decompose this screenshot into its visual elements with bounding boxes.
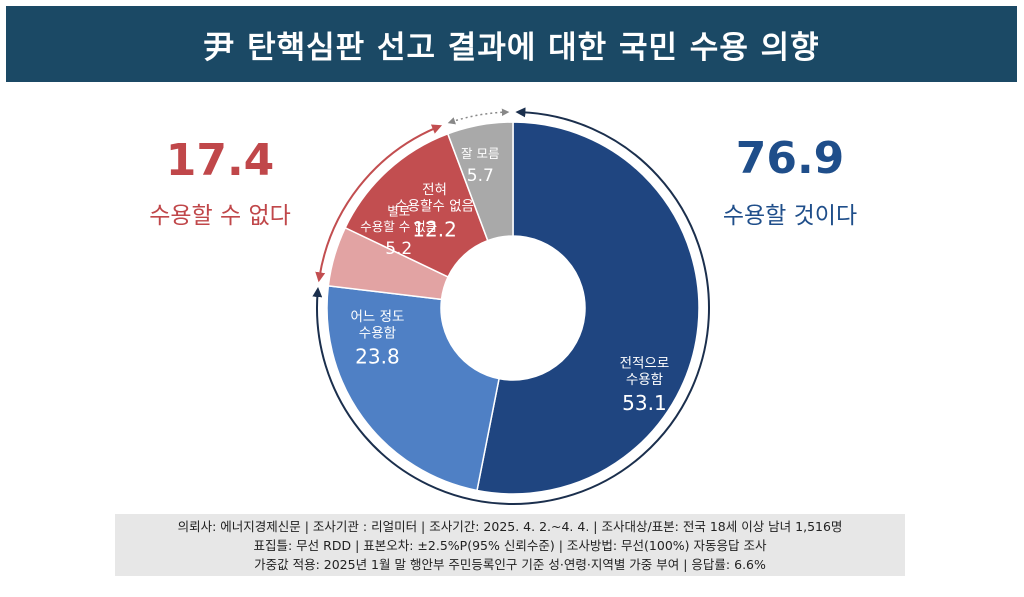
reject-total-value: 17.4 xyxy=(165,135,275,186)
chart-title: 尹 탄핵심판 선고 결과에 대한 국민 수용 의향 xyxy=(203,29,820,66)
slice-label-1-line-2: 수용함 xyxy=(626,372,663,388)
accept-total-label: 수용할 것이다 xyxy=(722,203,858,229)
slice-value-1: 53.1 xyxy=(622,391,667,415)
donut-slice-1 xyxy=(476,121,700,495)
accept-total-value: 76.9 xyxy=(735,133,845,184)
slice-value-4: 12.2 xyxy=(412,217,457,241)
title-banner: 尹 탄핵심판 선고 결과에 대한 국민 수용 의향 xyxy=(6,6,1017,82)
slice-label-2-line-2: 수용함 xyxy=(359,325,396,341)
unknown-range-arc xyxy=(447,108,510,125)
reject-range-arc xyxy=(315,124,443,283)
survey-info-line-2: 표집틀: 무선 RDD | 표본오차: ±2.5%P(95% 신뢰수준) | 조… xyxy=(253,537,767,553)
slice-label-4-line-1: 전혀 xyxy=(422,182,447,198)
survey-info-box: 의뢰사: 에너지경제신문 | 조사기관 : 리얼미터 | 조사기간: 2025.… xyxy=(115,514,905,576)
accept-range-arc xyxy=(312,107,710,505)
survey-info-line-1: 의뢰사: 에너지경제신문 | 조사기관 : 리얼미터 | 조사기간: 2025.… xyxy=(177,518,843,534)
slice-label-4-line-2: 수용할수 없음 xyxy=(395,198,474,214)
slice-label-1-line-1: 전적으로 xyxy=(620,355,670,371)
slice-label-5-line-1: 잘 모름 xyxy=(461,146,499,161)
donut-slice-2 xyxy=(326,285,500,492)
survey-info-line-3: 가중값 적용: 2025년 1월 말 행안부 주민등록인구 기준 성·연령·지역… xyxy=(254,556,766,572)
slice-value-5: 5.7 xyxy=(467,166,494,186)
slice-value-3: 5.2 xyxy=(385,239,412,259)
slice-value-2: 23.8 xyxy=(355,344,400,368)
slice-label-2-line-1: 어느 정도 xyxy=(350,309,404,325)
reject-total-label: 수용할 수 없다 xyxy=(149,203,291,229)
